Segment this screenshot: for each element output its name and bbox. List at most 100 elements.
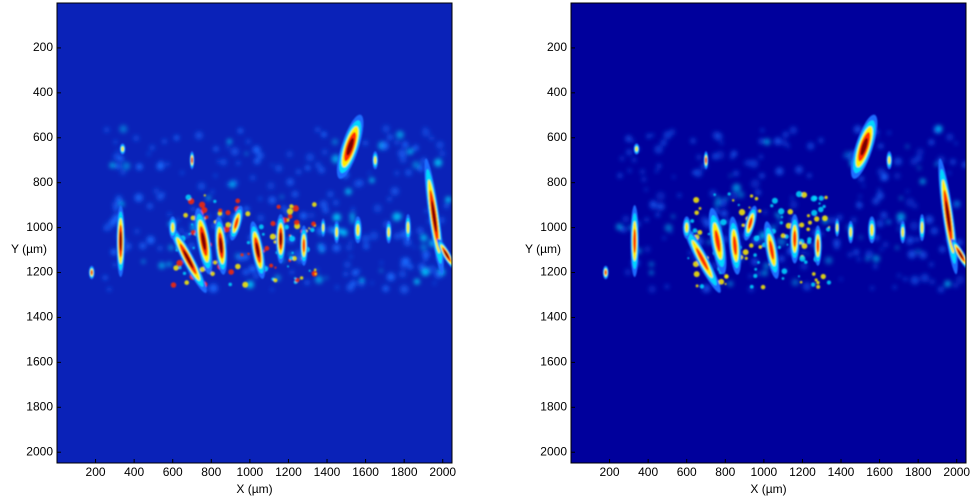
speckle (677, 193, 682, 198)
x-tick-label: 400 (638, 465, 658, 479)
feature (201, 232, 206, 251)
feature (685, 222, 689, 233)
x-tick-label: 1400 (828, 465, 855, 479)
x-tick-label: 1000 (751, 465, 778, 479)
speckle (113, 206, 119, 212)
speckle (839, 277, 843, 281)
speckle (872, 197, 880, 205)
speckle (724, 229, 729, 233)
speckle (195, 131, 203, 140)
feature (373, 156, 377, 165)
speckle (870, 286, 875, 291)
speckle (184, 280, 190, 285)
speckle (286, 208, 294, 215)
speckle (714, 200, 721, 207)
speckle (625, 148, 633, 156)
speckle (407, 148, 414, 155)
y-tick-label: 1800 (26, 399, 53, 413)
speckle (343, 261, 351, 269)
speckle (416, 227, 424, 235)
speckle (692, 228, 698, 233)
speckle (905, 144, 910, 149)
feature (443, 250, 450, 259)
speckle (113, 140, 118, 144)
speckle (763, 210, 768, 215)
speckle (799, 222, 805, 228)
speckle (655, 212, 661, 218)
speckle (318, 166, 325, 174)
speckle (875, 135, 879, 139)
speckle (778, 208, 785, 215)
speckle (245, 211, 251, 217)
feature (732, 235, 738, 256)
speckle (774, 212, 779, 217)
speckle (213, 199, 217, 204)
speckle (770, 204, 774, 208)
speckle (806, 227, 811, 232)
speckle (937, 285, 945, 293)
speckle (858, 176, 865, 182)
speckle (622, 215, 630, 223)
speckle (822, 215, 828, 222)
speckle (345, 244, 353, 251)
speckle (146, 203, 153, 210)
speckle (656, 191, 666, 201)
x-tick-label: 1800 (905, 465, 932, 479)
speckle (952, 282, 959, 289)
speckle (270, 287, 274, 292)
x-tick-label: 1800 (391, 465, 418, 479)
speckle (644, 217, 649, 222)
speckle (321, 131, 327, 138)
y-tick-label: 2000 (26, 444, 53, 458)
speckle (257, 214, 265, 222)
speckle (693, 196, 700, 203)
speckle (757, 260, 760, 264)
speckle (432, 281, 437, 285)
speckle (949, 158, 957, 166)
speckle (786, 243, 789, 246)
speckle (842, 154, 847, 159)
speckle (249, 174, 256, 181)
y-tick-label: 200 (33, 40, 53, 54)
speckle (444, 203, 449, 209)
feature (870, 224, 874, 236)
speckle (732, 183, 741, 193)
speckle (258, 224, 264, 230)
feature (191, 157, 194, 164)
speckle (779, 221, 783, 225)
speckle (192, 246, 195, 250)
speckle (228, 214, 233, 218)
speckle (228, 269, 234, 275)
speckle (314, 272, 317, 276)
x-tick-label: 600 (677, 465, 697, 479)
speckle (780, 233, 786, 239)
speckle (423, 257, 428, 262)
speckle (639, 169, 646, 175)
speckle (763, 262, 770, 270)
speckle (387, 196, 392, 202)
speckle (919, 178, 926, 185)
speckle (102, 275, 108, 281)
speckle (947, 171, 952, 175)
speckle (781, 268, 788, 275)
speckle (247, 252, 250, 256)
heatmap-image (57, 3, 452, 463)
speckle (361, 234, 370, 243)
haze (102, 125, 452, 294)
speckle (814, 278, 818, 282)
feature (816, 238, 820, 253)
speckle (664, 284, 670, 289)
speckle (240, 253, 244, 257)
speckle (324, 276, 328, 280)
speckle (961, 161, 966, 168)
speckle (398, 270, 407, 278)
speckle (134, 228, 140, 235)
speckle (781, 277, 785, 280)
speckle (672, 175, 676, 179)
speckle (748, 273, 753, 279)
speckle (743, 161, 747, 165)
speckle (369, 231, 379, 241)
speckle (780, 215, 784, 219)
speckle (331, 138, 339, 146)
